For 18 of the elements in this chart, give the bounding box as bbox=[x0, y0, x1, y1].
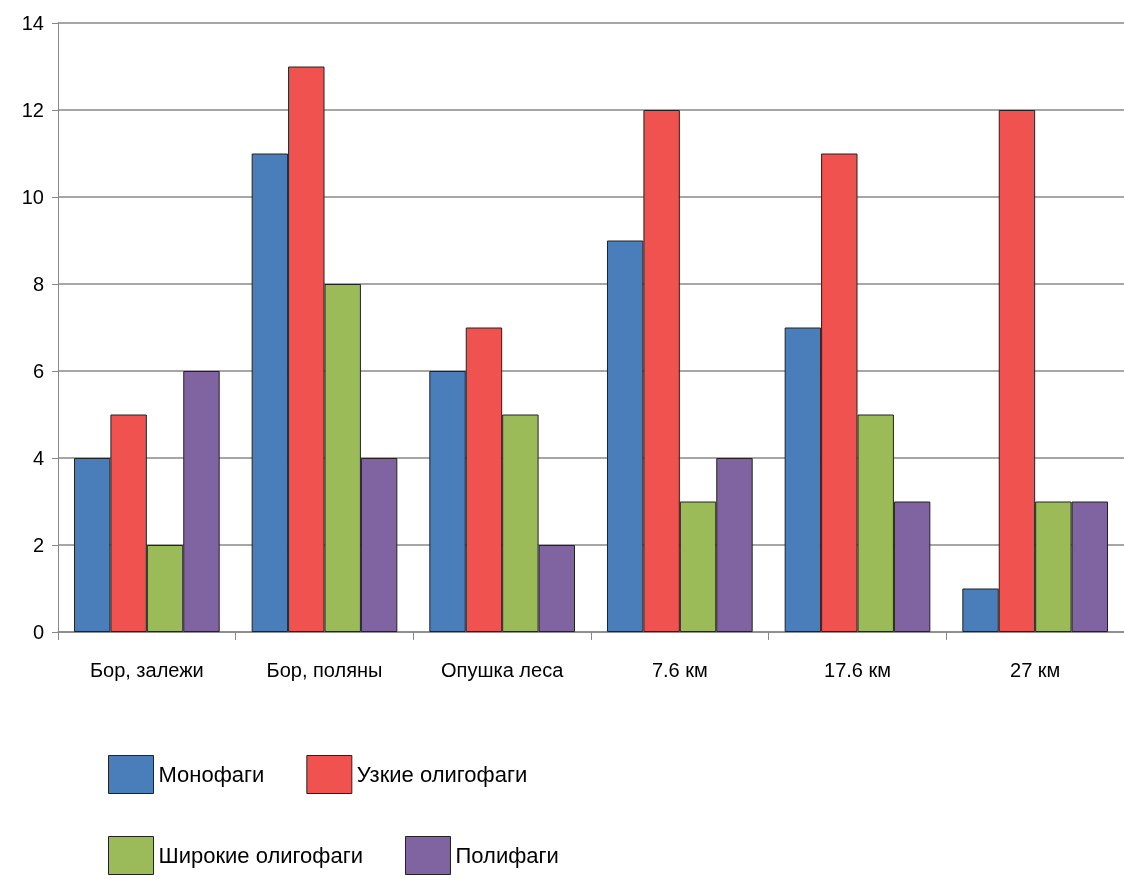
x-tick-label: 27 км bbox=[1010, 659, 1061, 681]
y-tick-label: 8 bbox=[32, 273, 44, 295]
x-tick-label: 17.6 км bbox=[824, 659, 891, 681]
y-tick-label: 12 bbox=[21, 99, 44, 121]
legend-label: Широкие олигофаги bbox=[158, 843, 363, 868]
legend-label: Полифаги bbox=[455, 843, 559, 868]
y-tick-label: 10 bbox=[21, 186, 44, 208]
x-tick-label: Опушка леса bbox=[441, 659, 565, 681]
x-tick-label: Бор, поляны bbox=[266, 659, 383, 681]
legend-label: Монофаги bbox=[158, 762, 265, 787]
legend-label: Узкие олигофаги bbox=[356, 762, 528, 787]
y-tick-label: 14 bbox=[21, 12, 44, 34]
y-tick-label: 4 bbox=[32, 447, 44, 469]
y-tick-label: 6 bbox=[32, 360, 44, 382]
y-tick-label: 0 bbox=[32, 621, 44, 643]
x-tick-label: 7.6 км bbox=[651, 659, 708, 681]
y-tick-label: 2 bbox=[32, 534, 44, 556]
x-tick-label: Бор, залежи bbox=[89, 659, 204, 681]
